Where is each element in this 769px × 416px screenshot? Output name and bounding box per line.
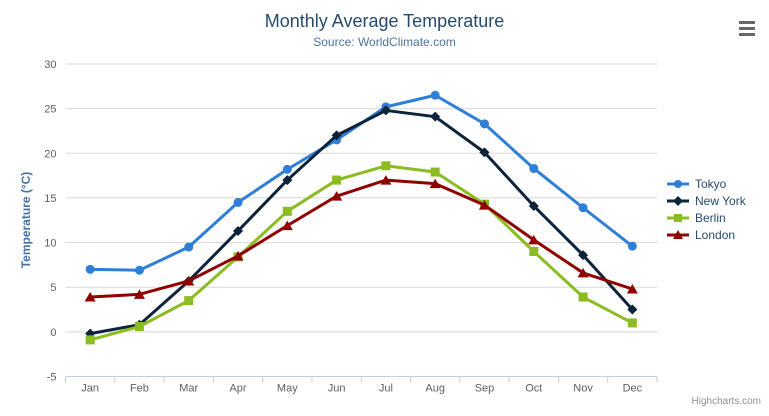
legend-label: Tokyo [695, 177, 727, 191]
series-line [88, 108, 634, 336]
hamburger-bar [739, 21, 755, 24]
data-point[interactable] [332, 175, 342, 185]
legend-label: New York [695, 194, 746, 208]
data-point[interactable] [331, 130, 342, 141]
new-york-legend-marker-icon [667, 196, 689, 206]
legend-label: London [695, 228, 736, 242]
data-point[interactable] [84, 292, 96, 302]
y-tick-label: 30 [44, 59, 56, 71]
x-tick-label: Sep [475, 383, 495, 395]
legend-label: Berlin [695, 211, 726, 225]
series-new-york[interactable] [85, 105, 638, 339]
legend-item-tokyo[interactable]: Tokyo [666, 176, 746, 192]
y-tick-label: 0 [50, 327, 56, 339]
data-point[interactable] [578, 292, 588, 302]
data-point[interactable] [134, 265, 144, 275]
data-point[interactable] [430, 167, 440, 177]
london-legend-marker-icon [667, 230, 689, 239]
data-point[interactable] [282, 175, 293, 186]
x-tick-label: Oct [525, 383, 542, 395]
legend-symbol [673, 196, 683, 206]
data-point[interactable] [282, 206, 292, 216]
legend: Tokyo New York Berlin London [666, 176, 746, 244]
y-tick-label: -5 [47, 372, 57, 384]
y-tick-label: 25 [44, 104, 56, 116]
data-point[interactable] [577, 267, 589, 278]
series-line [88, 178, 634, 299]
data-point[interactable] [626, 284, 638, 294]
data-point[interactable] [380, 105, 391, 116]
highcharts-credits-link[interactable]: Highcharts.com [691, 396, 761, 407]
x-tick-label: Jul [379, 383, 393, 395]
legend-symbol [674, 180, 682, 188]
data-point[interactable] [429, 178, 441, 189]
data-point[interactable] [528, 200, 539, 211]
data-point[interactable] [184, 296, 194, 306]
data-point[interactable] [578, 203, 588, 213]
data-point[interactable] [528, 234, 540, 245]
data-point[interactable] [478, 200, 490, 210]
data-point[interactable] [627, 241, 637, 251]
legend-item-london[interactable]: London [666, 227, 746, 243]
data-point[interactable] [529, 247, 539, 256]
x-tick-label: May [277, 383, 298, 395]
data-point[interactable] [578, 250, 589, 261]
y-tick-label: 5 [50, 282, 56, 294]
data-point[interactable] [627, 304, 638, 315]
x-tick-label: Aug [425, 383, 445, 395]
data-point[interactable] [281, 220, 293, 231]
data-point[interactable] [381, 161, 391, 171]
hamburger-bar [739, 27, 755, 30]
chart-subtitle: Source: WorldClimate.com [313, 35, 456, 49]
x-tick-label: Feb [130, 383, 149, 395]
y-tick-label: 10 [44, 238, 56, 250]
data-point[interactable] [627, 318, 637, 328]
chart-title: Monthly Average Temperature [264, 11, 505, 31]
tokyo-legend-marker-icon [667, 180, 689, 188]
data-point[interactable] [233, 225, 244, 236]
hamburger-bar [739, 33, 755, 36]
data-point[interactable] [529, 163, 539, 173]
series-tokyo[interactable] [85, 90, 637, 275]
data-point[interactable] [282, 164, 292, 174]
legend-symbol [674, 214, 682, 222]
data-point[interactable] [133, 289, 145, 299]
data-point[interactable] [134, 322, 144, 331]
hamburger-menu-icon[interactable] [737, 19, 757, 38]
data-point[interactable] [85, 335, 95, 345]
x-tick-label: Mar [179, 383, 198, 395]
x-tick-label: Apr [229, 383, 246, 395]
legend-symbol [673, 230, 683, 239]
y-tick-label: 15 [44, 193, 56, 205]
data-point[interactable] [479, 119, 489, 129]
y-tick-label: 20 [44, 148, 56, 160]
x-tick-label: Dec [623, 383, 643, 395]
data-point[interactable] [85, 264, 95, 274]
x-tick-label: Nov [573, 383, 593, 395]
series-line [88, 164, 634, 342]
data-point[interactable] [430, 111, 441, 122]
legend-item-berlin[interactable]: Berlin [666, 210, 746, 226]
data-point[interactable] [430, 90, 440, 100]
data-point[interactable] [331, 191, 343, 201]
berlin-legend-marker-icon [667, 214, 689, 222]
data-point[interactable] [233, 197, 243, 207]
data-point[interactable] [479, 147, 490, 158]
data-point[interactable] [380, 175, 392, 185]
x-tick-label: Jan [81, 383, 99, 395]
data-point[interactable] [183, 275, 195, 286]
legend-item-new-york[interactable]: New York [666, 193, 746, 209]
series-london[interactable] [84, 175, 638, 302]
data-point[interactable] [232, 250, 244, 261]
x-tick-label: Jun [328, 383, 346, 395]
data-point[interactable] [184, 242, 194, 252]
